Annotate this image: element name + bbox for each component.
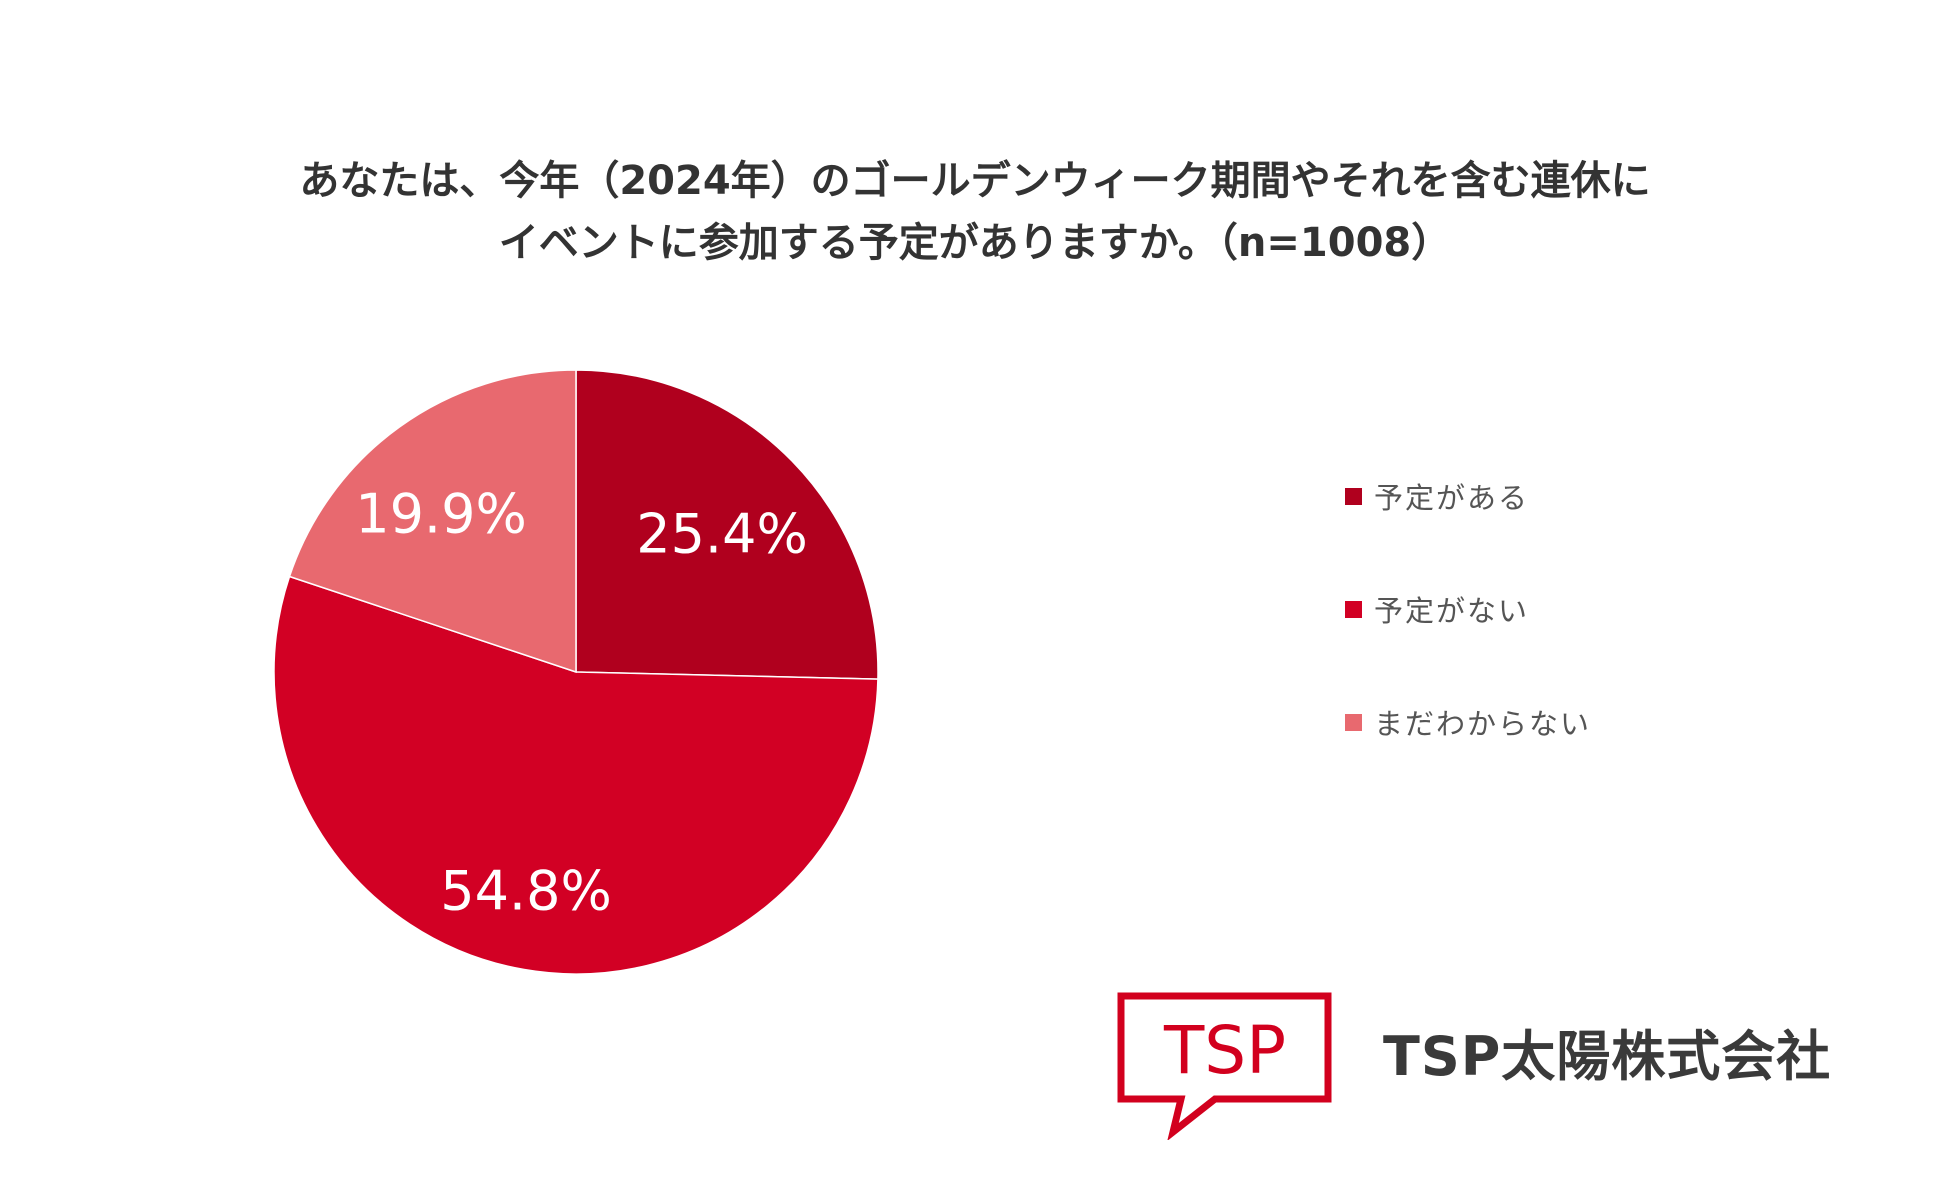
legend: 予定がある 予定がない まだわからない: [1345, 476, 1591, 815]
legend-label: 予定がない: [1374, 594, 1530, 628]
legend-swatch: [1345, 713, 1362, 731]
legend-item-mada-wakaranai: まだわからない: [1345, 702, 1591, 742]
pie-labels: 25.4% 54.8% 19.9%: [355, 483, 808, 923]
legend-item-yotei-ga-nai: 予定がない: [1345, 589, 1591, 629]
data-label-mada-wakaranai: 19.9%: [355, 483, 527, 546]
data-label-yotei-ga-aru: 25.4%: [636, 503, 808, 566]
legend-swatch: [1345, 600, 1362, 618]
chart-title: あなたは、今年（2024年）のゴールデンウィーク期間やそれを含む連休に イベント…: [0, 150, 1950, 274]
chart-title-line-2: イベントに参加する予定がありますか。（n=1008）: [498, 220, 1452, 266]
legend-label: 予定がある: [1374, 481, 1530, 515]
data-label-yotei-ga-nai: 54.8%: [440, 860, 612, 923]
legend-swatch: [1345, 487, 1362, 505]
chart-title-line-1: あなたは、今年（2024年）のゴールデンウィーク期間やそれを含む連休に: [299, 158, 1651, 204]
speech-bubble-outline: [1117, 992, 1332, 1140]
logo-mark-text: TSP: [1163, 1012, 1286, 1089]
pie-slices: [273, 369, 879, 975]
pie-slice-mada-wakaranai: [288, 369, 577, 674]
legend-item-yotei-ga-aru: 予定がある: [1345, 476, 1591, 516]
company-name: TSP太陽株式会社: [1383, 1025, 1832, 1088]
tsp-logo: TSP: [1117, 992, 1332, 1140]
legend-label: まだわからない: [1374, 707, 1592, 741]
pie-slice-yotei-ga-aru: [575, 369, 879, 680]
pie-slice-yotei-ga-nai: [273, 575, 879, 975]
